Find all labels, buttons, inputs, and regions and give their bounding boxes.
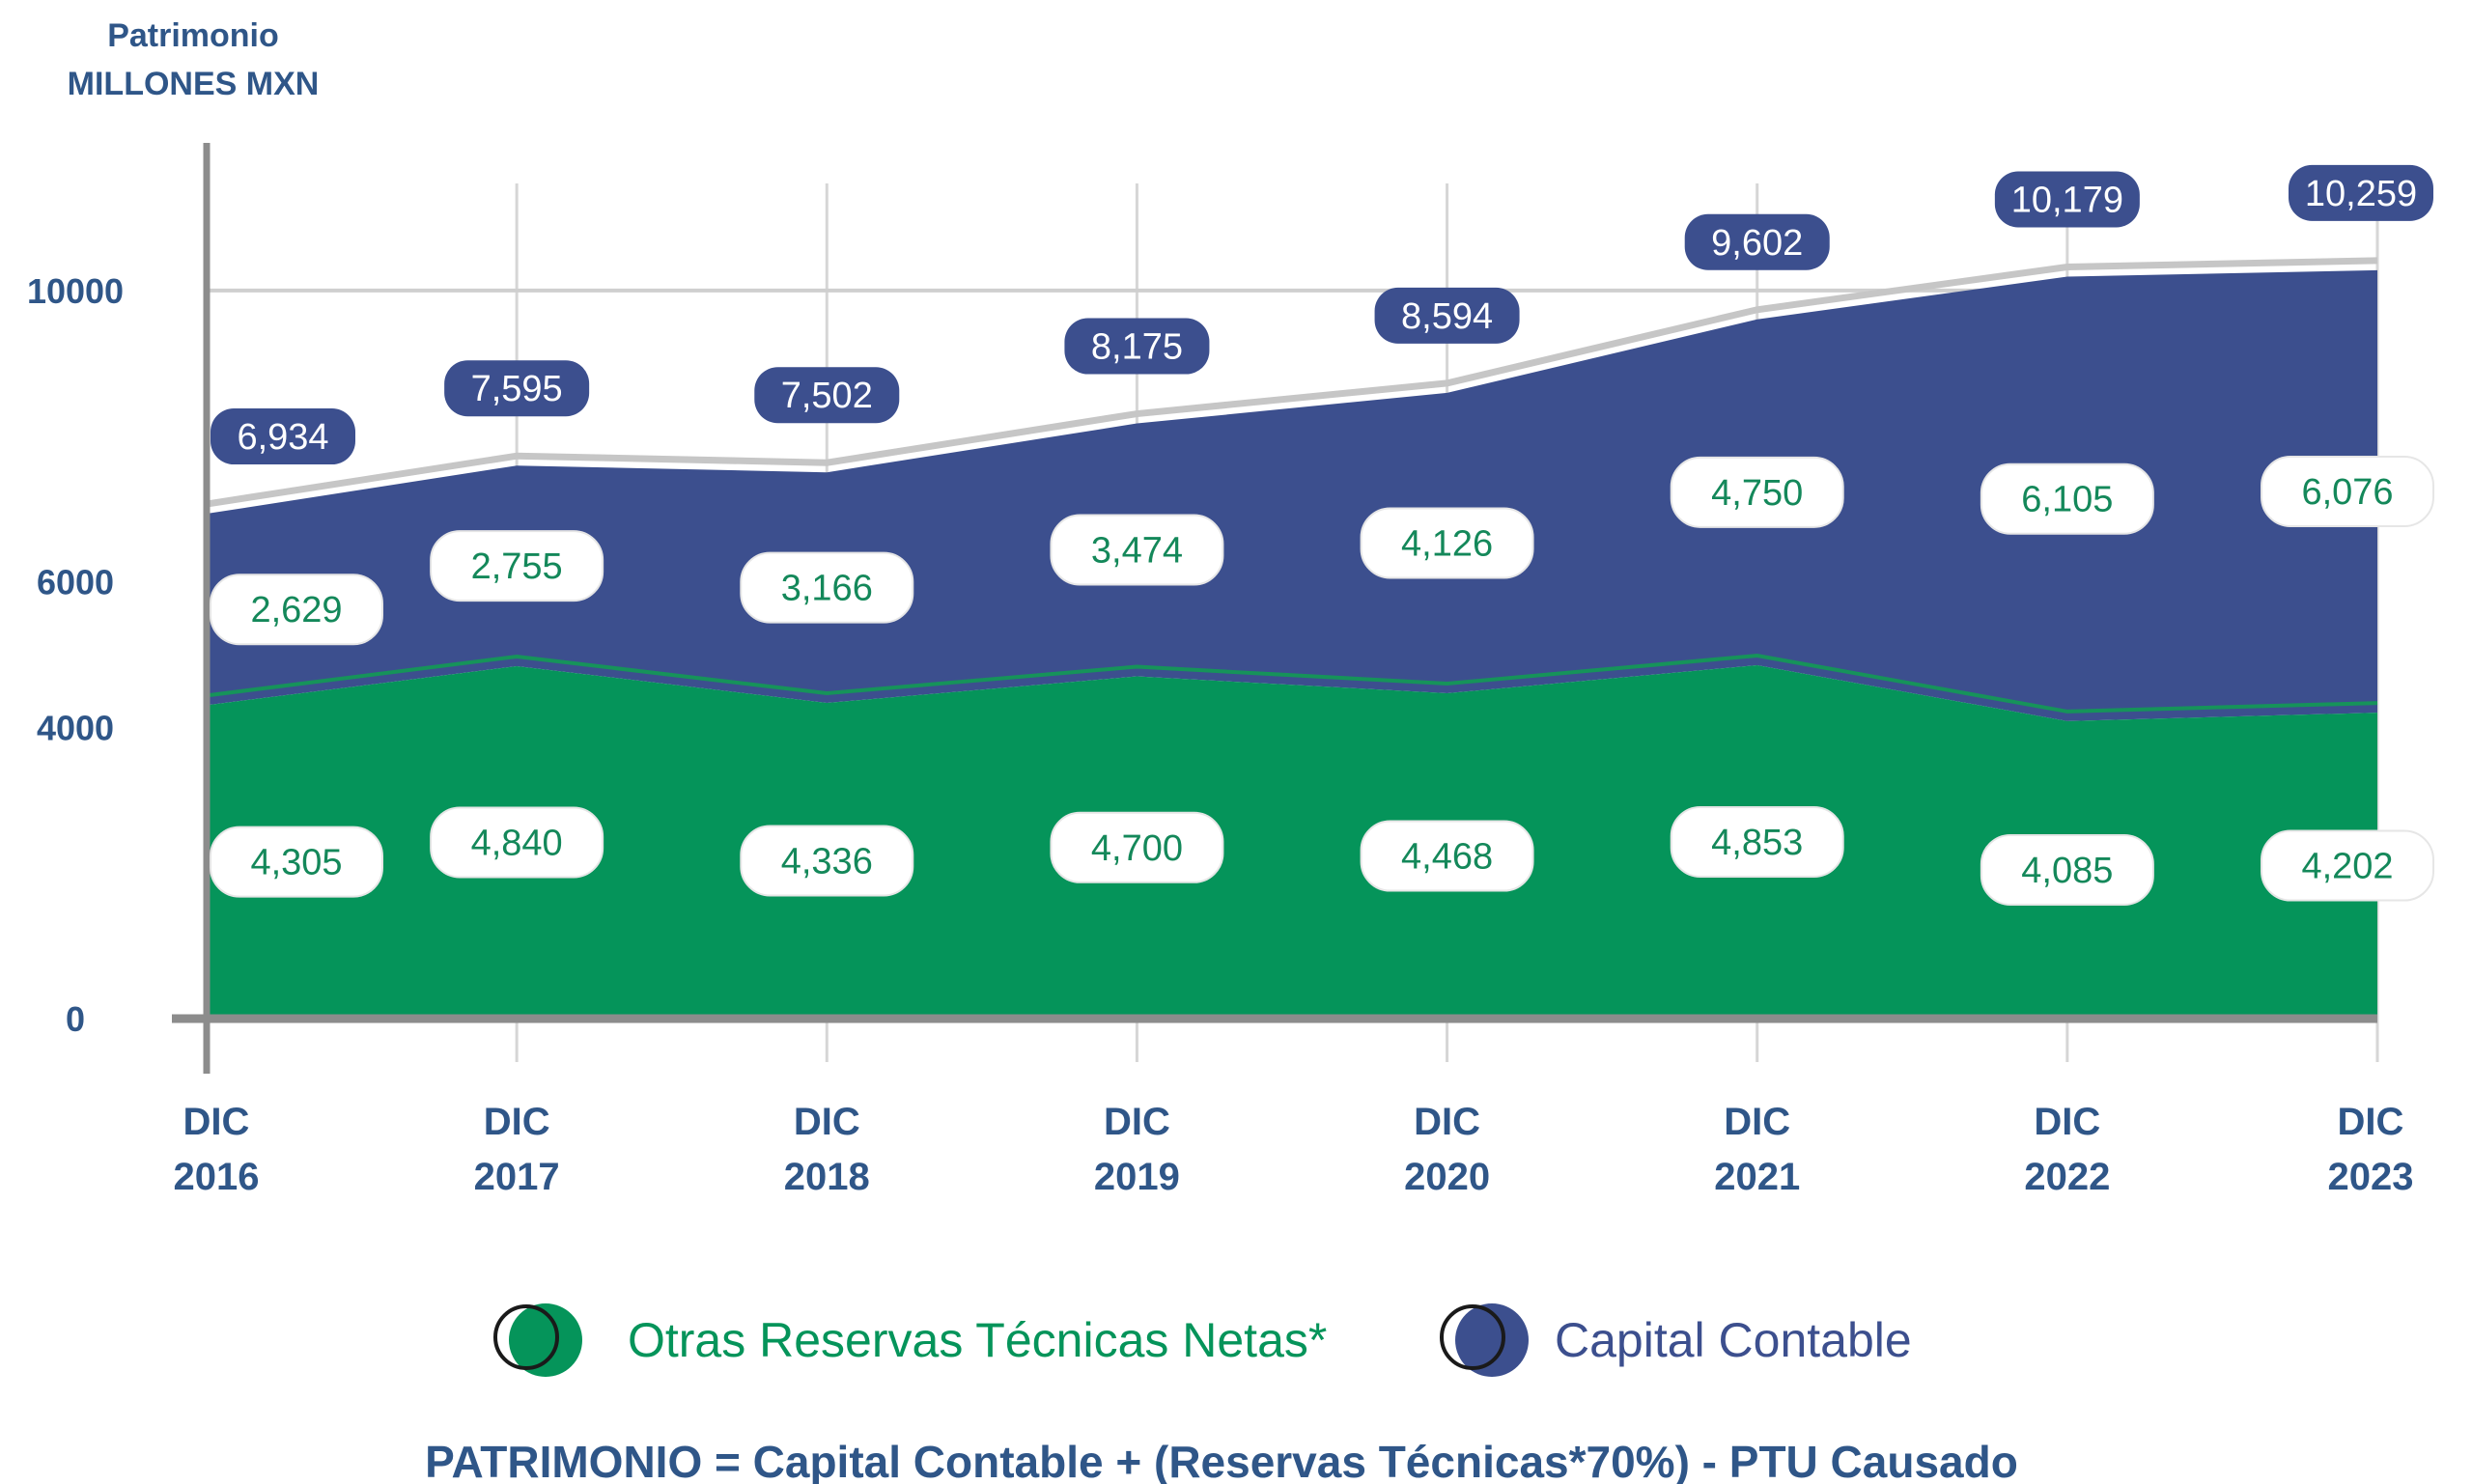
- total-label: 8,175: [1091, 327, 1183, 368]
- total-label-box: [1064, 318, 1210, 375]
- total-label-box: [444, 360, 590, 417]
- x-tick-label: DIC: [1414, 1101, 1480, 1143]
- reservas-label: 4,305: [250, 843, 342, 883]
- reservas-label: 4,085: [2021, 851, 2113, 891]
- reservas-top-line: [206, 653, 2378, 714]
- reservas-label: 4,700: [1091, 828, 1183, 869]
- y-tick-labels: 0 4000 6000 10000: [27, 271, 124, 1039]
- reservas-label-box: [430, 806, 604, 879]
- total-label: 9,602: [1711, 223, 1803, 264]
- capital-label-box: [1670, 456, 1844, 528]
- x-tick-label: 2018: [784, 1156, 870, 1198]
- total-label-box: [1374, 287, 1520, 344]
- total-label: 10,259: [2305, 174, 2417, 214]
- y-tick-label: 10000: [27, 271, 124, 311]
- capital-label: 2,755: [471, 546, 563, 587]
- capital-label: 2,629: [250, 590, 342, 630]
- total-top-line: [206, 257, 2378, 508]
- capital-label-box: [1360, 507, 1534, 579]
- reservas-label: 4,853: [1711, 823, 1803, 863]
- y-tick-label: 0: [66, 999, 85, 1039]
- y-axis-title: Patrimonio MILLONES MXN: [68, 17, 320, 102]
- capital-label-box: [740, 551, 914, 624]
- reservas-label: 4,202: [2301, 847, 2393, 887]
- capital-label: 3,166: [781, 569, 873, 609]
- reservas-label-box: [1980, 833, 2154, 906]
- x-tick-label: DIC: [1104, 1101, 1170, 1143]
- x-tick-label: DIC: [2338, 1101, 2404, 1143]
- total-label-box: [2289, 164, 2433, 221]
- capital-label-box: [210, 574, 383, 646]
- legend-swatch-ring: [493, 1304, 559, 1370]
- capital-label: 6,076: [2301, 472, 2393, 513]
- x-tick-label: DIC: [794, 1101, 860, 1143]
- x-tick-label: DIC: [1724, 1101, 1790, 1143]
- formula-footnote: PATRIMONIO = Capital Contable + (Reserva…: [425, 1437, 2018, 1484]
- reservas-label: 4,840: [471, 823, 563, 863]
- total-label: 7,595: [471, 369, 563, 409]
- legend: Otras Reservas Técnicas Netas* Capital Co…: [493, 1303, 1912, 1377]
- y-axis-title-line: MILLONES MXN: [68, 66, 320, 102]
- capital-label: 3,474: [1091, 531, 1183, 572]
- reservas-area: [207, 665, 2377, 1019]
- total-label-box: [754, 367, 900, 424]
- data-labels: 6,934 7,595 7,502 8,175 8,594 9,602 10,179 10,2…: [210, 164, 2434, 906]
- x-tick-label: DIC: [2034, 1101, 2100, 1143]
- reservas-label-box: [740, 825, 914, 897]
- total-label: 10,179: [2011, 181, 2123, 221]
- total-label: 7,502: [781, 376, 873, 416]
- legend-label: Capital Contable: [1555, 1313, 1912, 1367]
- legend-swatch: [1455, 1303, 1529, 1377]
- y-tick-label: 4000: [37, 708, 114, 747]
- legend-swatch: [509, 1303, 582, 1377]
- capital-label-box: [2261, 455, 2434, 527]
- reservas-label: 4,336: [781, 841, 873, 882]
- x-tick-label: 2023: [2328, 1156, 2414, 1198]
- legend-swatch-ring: [1440, 1304, 1505, 1370]
- total-label: 6,934: [237, 417, 328, 458]
- total-label: 8,594: [1401, 296, 1493, 337]
- legend-label: Otras Reservas Técnicas Netas*: [628, 1313, 1327, 1367]
- reservas-label-box: [210, 826, 383, 898]
- reservas-label: 4,468: [1401, 837, 1493, 878]
- capital-label: 4,750: [1711, 473, 1803, 514]
- x-tick-label: 2019: [1094, 1156, 1180, 1198]
- capital-label: 6,105: [2021, 480, 2113, 520]
- x-tick-label: 2020: [1404, 1156, 1490, 1198]
- total-label-box: [1684, 213, 1830, 270]
- x-tick-label: 2016: [174, 1156, 260, 1198]
- capital-label-box: [1980, 462, 2154, 535]
- reservas-label-box: [1050, 811, 1224, 883]
- reservas-label-box: [1360, 820, 1534, 892]
- capital-label-box: [1050, 514, 1224, 586]
- y-tick-label: 6000: [37, 563, 114, 602]
- total-label-box: [1994, 171, 2140, 228]
- total-label-box: [211, 408, 355, 465]
- capital-label: 4,126: [1401, 523, 1493, 564]
- x-tick-label: 2022: [2024, 1156, 2110, 1198]
- x-tick-label: 2017: [474, 1156, 560, 1198]
- y-axis-title-line: Patrimonio: [107, 17, 279, 54]
- axes: [172, 143, 2377, 1074]
- x-tick-label: DIC: [484, 1101, 550, 1143]
- reservas-label-box: [1670, 806, 1844, 879]
- reservas-label-box: [2261, 829, 2434, 902]
- formula-text: PATRIMONIO = Capital Contable + (Reserva…: [425, 1437, 2018, 1484]
- x-tick-label: 2021: [1714, 1156, 1800, 1198]
- x-tick-labels: DIC 2016 DIC 2017 DIC 2018 DIC 2019 DIC 2020 DIC 20…: [174, 1101, 2414, 1198]
- capital-label-box: [430, 530, 604, 602]
- x-tick-label: DIC: [183, 1101, 250, 1143]
